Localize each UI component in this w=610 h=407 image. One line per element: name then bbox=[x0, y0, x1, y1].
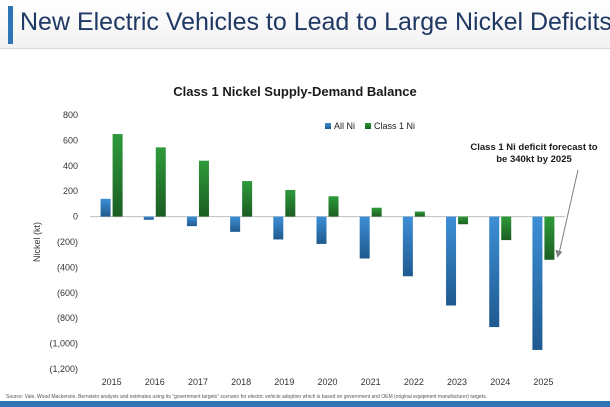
bar-class-1-ni-2019 bbox=[285, 189, 296, 217]
bar-all-ni-2023 bbox=[446, 216, 457, 306]
slide-title: New Electric Vehicles to Lead to Large N… bbox=[20, 8, 610, 36]
bar-all-ni-2024 bbox=[489, 216, 500, 328]
bar-class-1-ni-2024 bbox=[501, 216, 512, 241]
legend-label-all-ni: All Ni bbox=[334, 121, 355, 131]
x-tick-label-2022: 2022 bbox=[404, 377, 424, 387]
y-tick-label: (600) bbox=[57, 288, 78, 298]
annotation-line-1: Class 1 Ni deficit forecast to bbox=[470, 142, 597, 153]
bar-all-ni-2025 bbox=[532, 216, 543, 350]
bar-all-ni-2015 bbox=[100, 198, 111, 217]
x-tick-label-2017: 2017 bbox=[188, 377, 208, 387]
y-tick-label: 0 bbox=[73, 212, 78, 222]
x-tick-label-2023: 2023 bbox=[447, 377, 467, 387]
y-tick-label: 600 bbox=[63, 135, 78, 145]
bar-all-ni-2020 bbox=[316, 216, 327, 244]
y-tick-label: 400 bbox=[63, 161, 78, 171]
x-tick-label-2025: 2025 bbox=[533, 377, 553, 387]
x-tick-label-2024: 2024 bbox=[490, 377, 510, 387]
y-tick-label: (800) bbox=[57, 313, 78, 323]
x-tick-label-2018: 2018 bbox=[231, 377, 251, 387]
x-tick-label-2015: 2015 bbox=[102, 377, 122, 387]
legend-label-class-1-ni: Class 1 Ni bbox=[374, 121, 415, 131]
bar-all-ni-2016 bbox=[143, 216, 154, 220]
bar-class-1-ni-2023 bbox=[458, 216, 469, 225]
y-tick-label: (400) bbox=[57, 262, 78, 272]
x-tick-label-2020: 2020 bbox=[317, 377, 337, 387]
y-tick-label: (1,200) bbox=[49, 364, 78, 374]
y-axis-label: Nickel (kt) bbox=[32, 222, 42, 262]
legend-swatch-class-1-ni bbox=[365, 123, 371, 129]
bar-all-ni-2022 bbox=[402, 216, 413, 277]
slide-header: New Electric Vehicles to Lead to Large N… bbox=[0, 0, 610, 49]
bar-all-ni-2017 bbox=[186, 216, 197, 227]
x-tick-label-2016: 2016 bbox=[145, 377, 165, 387]
y-tick-label: 800 bbox=[63, 110, 78, 120]
bar-class-1-ni-2025 bbox=[544, 216, 555, 260]
annotation-line-2: be 340kt by 2025 bbox=[496, 154, 572, 165]
source-note: Source: Vale, Wood Mackenzie, Bernstein … bbox=[6, 394, 488, 400]
y-tick-label: (1,000) bbox=[49, 339, 78, 349]
legend-swatch-all-ni bbox=[325, 123, 331, 129]
footer-rule bbox=[0, 401, 610, 407]
bar-class-1-ni-2022 bbox=[414, 211, 425, 217]
annotation-arrow-line bbox=[558, 169, 579, 252]
bar-class-1-ni-2016 bbox=[155, 147, 166, 217]
bar-all-ni-2019 bbox=[273, 216, 284, 240]
bar-all-ni-2018 bbox=[230, 216, 241, 232]
x-tick-label-2019: 2019 bbox=[274, 377, 294, 387]
bar-class-1-ni-2020 bbox=[328, 196, 339, 217]
bar-class-1-ni-2018 bbox=[242, 181, 253, 217]
accent-bar bbox=[8, 6, 13, 44]
y-tick-label: (200) bbox=[57, 237, 78, 247]
chart-title: Class 1 Nickel Supply-Demand Balance bbox=[173, 84, 416, 99]
annotation-arrow-head bbox=[555, 249, 563, 258]
bar-class-1-ni-2017 bbox=[198, 160, 209, 217]
bar-all-ni-2021 bbox=[359, 216, 370, 259]
x-tick-label-2021: 2021 bbox=[361, 377, 381, 387]
bar-class-1-ni-2021 bbox=[371, 207, 382, 217]
bar-class-1-ni-2015 bbox=[112, 134, 123, 217]
y-tick-label: 200 bbox=[63, 186, 78, 196]
